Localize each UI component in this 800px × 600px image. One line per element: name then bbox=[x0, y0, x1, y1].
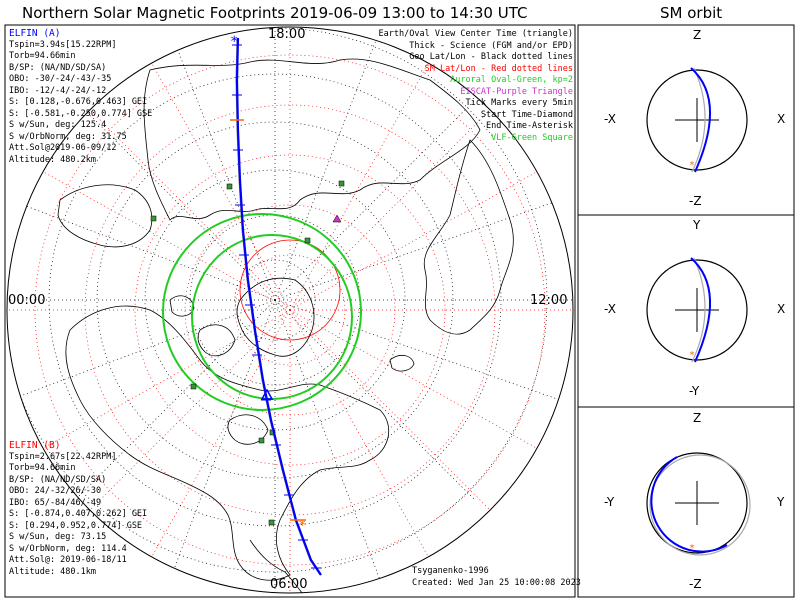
orbit-axis-label-left: -X bbox=[604, 302, 616, 316]
legend-item: VLF-Green Square bbox=[491, 132, 573, 143]
earth-circle bbox=[646, 452, 748, 554]
sm-inner-circle bbox=[239, 239, 341, 341]
auroral-oval-inner bbox=[191, 234, 353, 400]
orbit-panels: * * * bbox=[646, 67, 751, 556]
legend-item: End Time-Asterisk bbox=[486, 121, 573, 131]
elfin-info-line: S: [-0.874,0.407,0.262] GEI bbox=[9, 509, 148, 519]
view-center-triangle bbox=[260, 388, 274, 400]
elfin-info-line: S w/Sun, deg: 125.4 bbox=[9, 120, 107, 130]
elfin-info-line: Tspin=2.67s[22.42RPM] bbox=[9, 451, 117, 462]
elfin-info-line: Torb=94.66min bbox=[9, 51, 76, 61]
orbit-axis-label-top: Z bbox=[693, 411, 702, 425]
orbit-gray bbox=[691, 257, 706, 363]
created-credit: Created: Wed Jan 25 10:00:08 2023 bbox=[412, 577, 581, 588]
orbit-blue bbox=[690, 257, 712, 363]
trace-a-line bbox=[235, 37, 322, 576]
legend-item: SM Lat/Lon - Red dotted lines bbox=[424, 63, 573, 74]
legend-item: Thick - Science (FGM and/or EPD) bbox=[409, 40, 573, 51]
orbit-axis-label-right: X bbox=[777, 112, 786, 126]
end-marker: * bbox=[298, 518, 306, 534]
earth-circle bbox=[646, 259, 748, 361]
auroral-oval-outer bbox=[162, 213, 362, 411]
hour-top-label: 18:00 bbox=[268, 27, 306, 42]
elfin-info-line: B/SP: (NA/ND/SD/SA) bbox=[9, 62, 107, 73]
orbit-axis-label-top: Y bbox=[693, 218, 701, 232]
orbit-blue bbox=[650, 456, 728, 553]
orbit-marker: * bbox=[689, 543, 695, 554]
orbit-axis-label-top: Z bbox=[693, 28, 702, 42]
legend-item: Geo Lat/Lon - Black dotted lines bbox=[409, 52, 573, 62]
elfin-info-line: Att.Sol@2019-06-09/12 bbox=[9, 143, 117, 153]
orbit-frame bbox=[577, 24, 795, 598]
legend-item: Earth/Oval View Center Time (triangle) bbox=[378, 29, 573, 39]
legend-item: Auroral Oval-Green, kp=2 bbox=[450, 75, 573, 85]
orbit-axis-label-left: -Y bbox=[604, 495, 615, 509]
elfin-info-line: S: [0.128,-0.676,0.463] GEI bbox=[9, 97, 148, 107]
start-asterisk: * bbox=[230, 34, 238, 50]
orbit-gray bbox=[649, 454, 751, 556]
elfin-b-title: ELFIN (B) bbox=[9, 440, 61, 451]
orbit-marker: * bbox=[689, 350, 695, 361]
elfin-info-line: Altitude: 480.1km bbox=[9, 566, 96, 577]
elfin-info-line: Torb=94.66min bbox=[9, 463, 76, 473]
hour-left-label: 00:00 bbox=[8, 293, 46, 308]
elfin-info-line: Tspin=3.94s[15.22RPM] bbox=[9, 39, 117, 50]
orbit-marker: * bbox=[689, 160, 695, 171]
orbit-gray bbox=[691, 67, 706, 173]
legend-item: Start Time-Diamond bbox=[480, 109, 573, 120]
elfin-info-line: S: [0.294,0.952,0.774] GSE bbox=[9, 520, 143, 531]
elfin-info-line: S: [-0.581,-0.250,0.774] GSE bbox=[9, 108, 153, 119]
elfin-info-line: Att.Sol@: 2019-06-18/11 bbox=[9, 555, 127, 565]
globe-outline bbox=[6, 26, 574, 594]
hour-bottom-label: 06:00 bbox=[270, 577, 308, 592]
orbit-title: SM orbit bbox=[660, 4, 723, 22]
orbit-axis-label-left: -X bbox=[604, 112, 616, 126]
elfin-info-line: S w/Sun, deg: 73.15 bbox=[9, 532, 107, 542]
elfin-a-title: ELFIN (A) bbox=[9, 28, 61, 39]
sm-grid bbox=[7, 27, 573, 593]
elfin-b-lines: Tspin=2.67s[22.42RPM] Torb=94.66min B/SP: … bbox=[9, 452, 147, 579]
elfin-a-lines: Tspin=3.94s[15.22RPM] Torb=94.66min B/SP: … bbox=[9, 40, 152, 167]
legend-item: EISCAT-Purple Triangle bbox=[460, 86, 573, 97]
elfin-info-line: OBO: -30/-24/-43/-35 bbox=[9, 74, 112, 84]
orbit-axis-label-bottom: -Z bbox=[689, 194, 702, 208]
elfin-info-line: B/SP: (NA/ND/SD/SA) bbox=[9, 474, 107, 485]
credits: Tsyganenko-1996 Created: Wed Jan 25 10:0… bbox=[412, 566, 581, 589]
page-title: Northern Solar Magnetic Footprints 2019-… bbox=[22, 4, 528, 22]
legend-item: Tick Marks every 5min bbox=[465, 98, 573, 108]
orbit-axis-label-right: X bbox=[777, 302, 786, 316]
hour-right-label: 12:00 bbox=[530, 293, 568, 308]
map-frame bbox=[4, 24, 576, 598]
coastlines bbox=[57, 58, 514, 593]
orbit-axis-label-bottom: -Y bbox=[689, 384, 700, 398]
elfin-b-panel: ELFIN (B) Tspin=2.67s[22.42RPM] Torb=94.6… bbox=[9, 440, 147, 578]
model-credit: Tsyganenko-1996 bbox=[412, 566, 489, 576]
elfin-a-panel: ELFIN (A) Tspin=3.94s[15.22RPM] Torb=94.6… bbox=[9, 28, 152, 166]
orbit-axis-label-bottom: -Z bbox=[689, 577, 702, 591]
orbit-axis-label-right: Y bbox=[777, 495, 785, 509]
orbit-blue bbox=[690, 67, 712, 173]
elfin-info-line: OBO: 24/-32/26/-30 bbox=[9, 486, 102, 496]
elfin-info-line: IBO: 65/-84/46/-49 bbox=[9, 497, 102, 508]
elfin-info-line: Altitude: 480.2km bbox=[9, 154, 96, 165]
elfin-info-line: IBO: -12/-4/-24/-12 bbox=[9, 85, 107, 96]
elfin-info-line: S w/OrbNorm, deg: 31.75 bbox=[9, 131, 127, 142]
eiscat-triangle bbox=[332, 214, 342, 223]
elfin-info-line: S w/OrbNorm, deg: 114.4 bbox=[9, 543, 127, 554]
legend: Earth/Oval View Center Time (triangle) Th… bbox=[379, 29, 573, 144]
footprint-traces: ** bbox=[230, 34, 322, 576]
trace-b-shadow bbox=[235, 37, 321, 576]
vlf-stations bbox=[150, 180, 345, 526]
geo-grid bbox=[7, 27, 573, 593]
earth-circle bbox=[646, 69, 748, 171]
